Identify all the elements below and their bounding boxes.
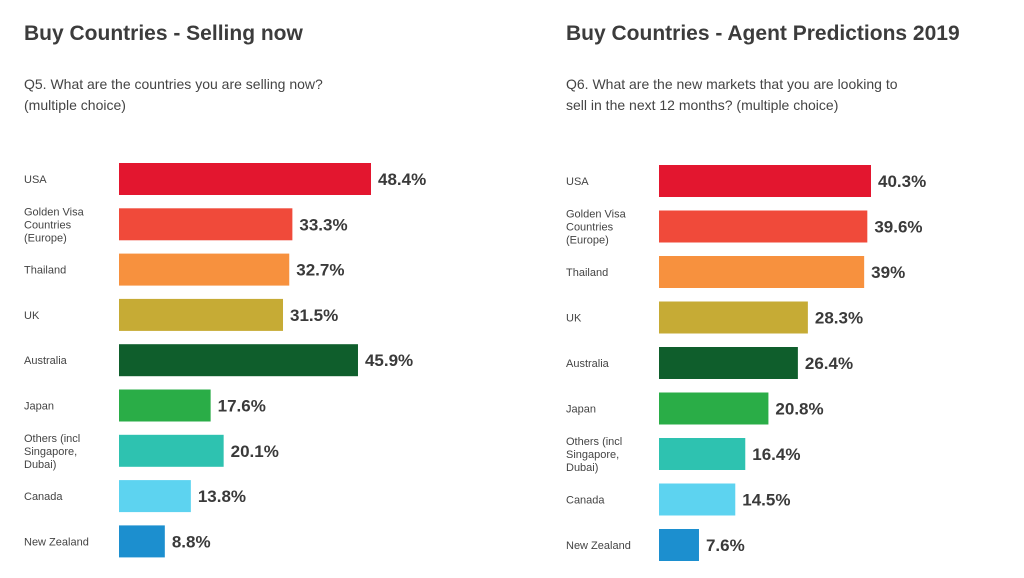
category-label-1-1: Golden Visa Countries (Europe) — [566, 209, 627, 247]
category-label-line: Golden Visa — [566, 209, 627, 221]
category-label-line: Japan — [24, 401, 54, 413]
category-label-line: Countries — [566, 222, 614, 234]
category-label-line: USA — [566, 176, 589, 188]
bar-0-1 — [119, 208, 293, 241]
category-label-1-3: UK — [566, 313, 582, 325]
bar-0-2 — [119, 253, 290, 286]
category-label-line: Canada — [24, 491, 63, 503]
bar-1-4 — [659, 347, 798, 379]
category-label-line: Countries — [24, 219, 72, 231]
bar-1-6 — [659, 438, 746, 470]
bar-1-1 — [659, 210, 868, 243]
category-label-0-4: Australia — [24, 355, 68, 367]
value-label-1-5: 20.8% — [775, 400, 823, 419]
category-label-line: (Europe) — [566, 235, 609, 247]
value-label-1-0: 40.3% — [878, 172, 926, 191]
value-label-1-2: 39% — [871, 263, 905, 282]
category-label-line: Dubai) — [566, 462, 598, 474]
category-label-0-7: Canada — [24, 491, 63, 503]
value-label-0-3: 31.5% — [290, 306, 338, 325]
chart-panel-agent-predictions: Buy Countries - Agent Predictions 2019 Q… — [566, 0, 1016, 578]
category-label-line: UK — [24, 310, 40, 322]
category-label-line: Others (incl — [566, 436, 622, 448]
category-label-0-5: Japan — [24, 401, 54, 413]
category-label-line: (Europe) — [24, 232, 67, 244]
bar-0-7 — [119, 480, 191, 513]
value-label-0-0: 48.4% — [378, 170, 426, 189]
category-label-line: UK — [566, 313, 582, 325]
category-label-line: Golden Visa — [24, 206, 85, 218]
chart-title: Buy Countries - Agent Predictions 2019 — [566, 22, 960, 45]
category-label-0-6: Others (incl Singapore, Dubai) — [24, 433, 80, 471]
category-label-line: Others (incl — [24, 433, 80, 445]
category-label-1-8: New Zealand — [566, 540, 631, 552]
category-label-line: Canada — [566, 495, 605, 507]
value-label-0-8: 8.8% — [172, 532, 211, 551]
category-label-1-4: Australia — [566, 358, 610, 370]
category-label-line: Singapore, — [566, 449, 619, 461]
category-label-1-2: Thailand — [566, 267, 608, 279]
bar-chart-selling-now: 48.4% USA 33.3% Golden Visa Countries (Europe… — [24, 163, 426, 558]
bar-1-8 — [659, 529, 699, 561]
value-label-1-4: 26.4% — [805, 354, 853, 373]
value-label-1-1: 39.6% — [874, 218, 922, 237]
bar-0-3 — [119, 298, 284, 331]
value-label-1-3: 28.3% — [815, 309, 863, 328]
bar-chart-agent-predictions: 40.3% USA 39.6% Golden Visa Countries (Europe… — [566, 165, 926, 561]
category-label-0-1: Golden Visa Countries (Europe) — [24, 206, 85, 244]
category-label-line: Thailand — [24, 265, 66, 277]
category-label-0-8: New Zealand — [24, 536, 89, 548]
category-label-0-2: Thailand — [24, 265, 66, 277]
category-label-line: Thailand — [566, 267, 608, 279]
value-label-0-5: 17.6% — [218, 397, 266, 416]
bar-0-8 — [119, 525, 165, 558]
value-label-0-7: 13.8% — [198, 487, 246, 506]
category-label-1-0: USA — [566, 176, 589, 188]
category-label-1-7: Canada — [566, 495, 605, 507]
chart-title: Buy Countries - Selling now — [24, 22, 303, 45]
bar-1-5 — [659, 392, 769, 425]
bar-0-0 — [119, 163, 371, 195]
category-label-0-3: UK — [24, 310, 40, 322]
category-label-line: Dubai) — [24, 459, 56, 471]
chart-question: Q5. What are the countries you are selli… — [24, 76, 323, 113]
category-label-line: USA — [24, 174, 47, 186]
bar-0-5 — [119, 389, 211, 422]
category-label-0-0: USA — [24, 174, 47, 186]
value-label-1-8: 7.6% — [706, 536, 745, 555]
bar-1-2 — [659, 256, 865, 288]
category-label-line: New Zealand — [566, 540, 631, 552]
category-label-line: Australia — [566, 358, 610, 370]
bar-1-7 — [659, 483, 736, 516]
value-label-0-1: 33.3% — [299, 215, 347, 234]
category-label-line: New Zealand — [24, 536, 89, 548]
bar-0-4 — [119, 344, 358, 377]
bar-0-6 — [119, 434, 224, 467]
value-label-0-2: 32.7% — [296, 261, 344, 280]
category-label-1-6: Others (incl Singapore, Dubai) — [566, 436, 622, 474]
value-label-0-4: 45.9% — [365, 351, 413, 370]
bar-1-3 — [659, 301, 808, 334]
value-label-1-6: 16.4% — [752, 445, 800, 464]
value-label-0-6: 20.1% — [231, 442, 279, 461]
value-label-1-7: 14.5% — [742, 491, 790, 510]
chart-panel-selling-now: Buy Countries - Selling now Q5. What are… — [24, 0, 494, 578]
category-label-line: Australia — [24, 355, 68, 367]
category-label-1-5: Japan — [566, 404, 596, 416]
category-label-line: Japan — [566, 404, 596, 416]
category-label-line: Singapore, — [24, 446, 77, 458]
chart-question: Q6. What are the new markets that you ar… — [566, 76, 898, 113]
bar-1-0 — [659, 165, 871, 197]
